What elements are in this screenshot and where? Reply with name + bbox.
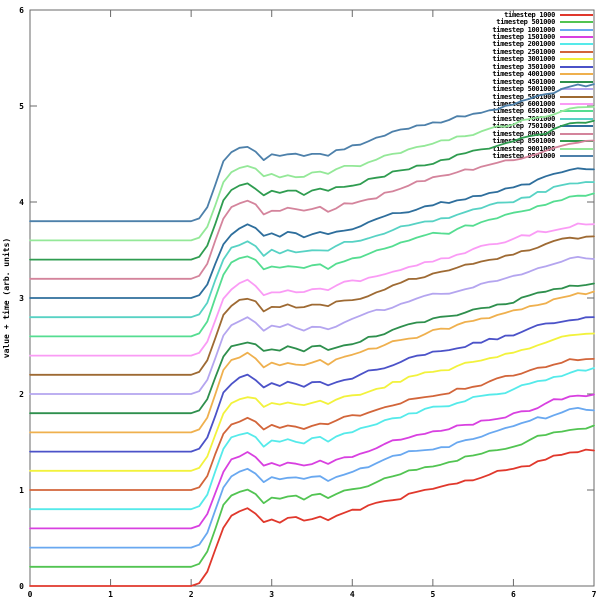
x-tick-label: 5 — [430, 590, 435, 599]
y-tick-label: 1 — [19, 486, 24, 495]
x-tick-label: 0 — [28, 590, 33, 599]
legend-line-sample — [560, 102, 593, 105]
y-tick-label: 6 — [19, 6, 24, 15]
legend-line-sample — [560, 28, 593, 31]
y-tick-label: 0 — [19, 582, 24, 591]
legend-line-sample — [560, 95, 593, 98]
legend-item: timestep 9501000 — [492, 152, 593, 161]
legend-line-sample — [560, 43, 593, 46]
legend-line-sample — [560, 155, 593, 158]
legend-line-sample — [560, 21, 593, 24]
x-tick-label: 6 — [511, 590, 516, 599]
legend-line-sample — [560, 110, 593, 113]
legend-line-sample — [560, 132, 593, 135]
series-line-1 — [29, 448, 595, 587]
legend-line-sample — [560, 147, 593, 150]
legend-line-sample — [560, 50, 593, 53]
series-line-6 — [29, 357, 595, 491]
legend-line-sample — [560, 36, 593, 39]
x-tick-label: 2 — [189, 590, 194, 599]
y-axis-title: value + time (arb. units) — [1, 238, 11, 358]
series-line-12 — [29, 235, 595, 376]
legend-line-sample — [560, 80, 593, 83]
legend-line-sample — [560, 13, 593, 16]
x-tick-label: 3 — [269, 590, 274, 599]
x-tick-label: 1 — [108, 590, 113, 599]
series-line-3 — [29, 406, 595, 549]
legend-line-sample — [560, 73, 593, 76]
series-line-4 — [29, 393, 595, 530]
legend-line-sample — [560, 140, 593, 143]
x-tick-label: 4 — [350, 590, 355, 599]
series-line-10 — [29, 282, 595, 415]
series-line-7 — [29, 332, 595, 472]
series-line-15 — [29, 181, 595, 319]
x-tick-label: 7 — [592, 590, 597, 599]
series-line-8 — [29, 316, 595, 453]
series-line-5 — [29, 367, 595, 511]
legend-line-sample — [560, 65, 593, 68]
legend-label: timestep 9501000 — [492, 152, 555, 161]
series-line-11 — [29, 255, 595, 395]
series-line-16 — [29, 167, 595, 299]
legend-line-sample — [560, 88, 593, 91]
series-line-14 — [29, 192, 595, 338]
legend: timestep 1000 timestep 501000 timestep 1… — [492, 11, 593, 160]
series-line-13 — [29, 222, 595, 357]
y-tick-label: 4 — [19, 198, 24, 207]
y-tick-label: 3 — [19, 294, 24, 303]
legend-line-sample — [560, 125, 593, 128]
y-tick-label: 5 — [19, 102, 24, 111]
series-line-17 — [29, 139, 595, 280]
y-tick-label: 2 — [19, 390, 24, 399]
series-line-2 — [29, 424, 595, 568]
legend-line-sample — [560, 58, 593, 61]
series-line-9 — [29, 290, 595, 434]
legend-line-sample — [560, 117, 593, 120]
